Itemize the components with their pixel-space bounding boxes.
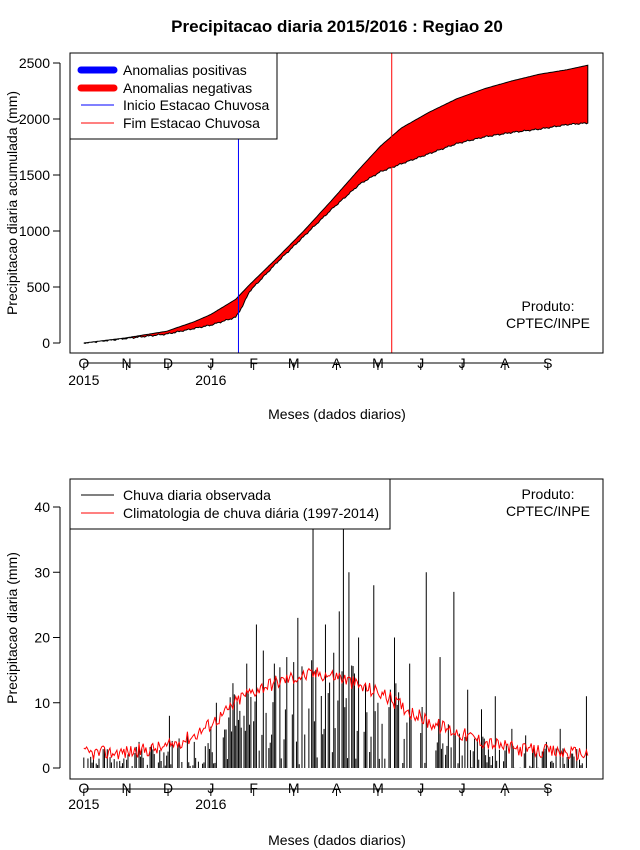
- legend-label-start: Inicio Estacao Chuvosa: [123, 97, 270, 113]
- climatology-line-layer: [83, 667, 589, 762]
- month-tick-label: A: [332, 780, 342, 796]
- y-tick-label: 0: [42, 760, 50, 776]
- y-tick-label: 10: [34, 695, 50, 711]
- legend-label-positive: Anomalias positivas: [123, 62, 247, 78]
- legend-label-end: Fim Estacao Chuvosa: [123, 115, 260, 131]
- y-tick-label: 2500: [19, 55, 50, 71]
- month-tick-label: N: [122, 780, 132, 796]
- x-axis-label: Meses (dados diarios): [268, 832, 406, 848]
- product-label-line1: Produto:: [522, 298, 575, 314]
- month-tick-label: D: [163, 355, 173, 371]
- x-axis-bottom: O N D J F M A M J J A S 2015 2016: [68, 780, 552, 812]
- legend-label-negative: Anomalias negativas: [123, 80, 252, 96]
- month-tick-label: O: [78, 780, 89, 796]
- month-tick-label: A: [332, 355, 342, 371]
- plot-frame-top: [69, 52, 604, 354]
- accumulated-precipitation-chart: Precipitacao diaria 2015/2016 : Regiao 2…: [4, 17, 604, 422]
- month-tick-label: D: [163, 780, 173, 796]
- legend-label-observed: Chuva diaria observada: [123, 487, 271, 503]
- y-tick-label: 40: [34, 499, 50, 515]
- y-axis-top: 0 500 1000 1500 2000 2500: [19, 55, 61, 351]
- legend-label-climatology: Climatologia de chuva diária (1997-2014): [123, 505, 379, 521]
- month-tick-label: M: [372, 355, 384, 371]
- month-tick-label: S: [543, 355, 552, 371]
- year-tick-label: 2015: [68, 372, 99, 388]
- legend-top: Anomalias positivas Anomalias negativas …: [69, 52, 278, 140]
- year-tick-label: 2015: [68, 796, 99, 812]
- month-tick-label: N: [122, 355, 132, 371]
- month-tick-label: O: [78, 355, 89, 371]
- anomaly-area-layer: [83, 64, 589, 345]
- chart-title: Precipitacao diaria 2015/2016 : Regiao 2…: [171, 17, 503, 36]
- year-tick-label: 2016: [195, 796, 226, 812]
- y-tick-label: 1000: [19, 223, 50, 239]
- negative-anomaly-area: [83, 64, 589, 345]
- month-tick-label: J: [459, 355, 466, 371]
- product-label-line2: CPTEC/INPE: [506, 315, 590, 331]
- y-tick-label: 1500: [19, 167, 50, 183]
- legend-box: [69, 478, 391, 530]
- month-tick-label: J: [417, 355, 424, 371]
- daily-precipitation-chart: 0 10 20 30 40 O N D J F M A M J J A S 2015 2016 Meses (da…: [4, 478, 604, 848]
- month-tick-label: F: [249, 355, 258, 371]
- month-tick-label: M: [288, 780, 300, 796]
- month-tick-label: S: [543, 780, 552, 796]
- month-tick-label: J: [459, 780, 466, 796]
- observed-rain-bars: [83, 500, 587, 768]
- y-axis-bottom: 0 10 20 30 40: [34, 499, 61, 776]
- month-tick-label: M: [288, 355, 300, 371]
- legend-bottom: Chuva diaria observada Climatologia de c…: [69, 478, 391, 530]
- y-tick-label: 20: [34, 630, 50, 646]
- month-tick-label: J: [207, 780, 214, 796]
- month-tick-label: M: [372, 780, 384, 796]
- month-tick-label: J: [207, 355, 214, 371]
- month-tick-label: F: [249, 780, 258, 796]
- product-label-line2: CPTEC/INPE: [506, 503, 590, 519]
- month-tick-label: A: [500, 780, 510, 796]
- x-axis-label: Meses (dados diarios): [268, 406, 406, 422]
- month-tick-label: A: [500, 355, 510, 371]
- product-label-line1: Produto:: [522, 486, 575, 502]
- y-axis-label: Precipitacao diaria acumulada (mm): [4, 91, 20, 315]
- climatology-line: [83, 667, 589, 762]
- year-tick-label: 2016: [195, 372, 226, 388]
- y-tick-label: 500: [27, 279, 51, 295]
- x-axis-top: O N D J F M A M J J A S 2015 2016: [68, 355, 552, 388]
- y-tick-label: 0: [42, 335, 50, 351]
- y-tick-label: 2000: [19, 111, 50, 127]
- month-tick-label: J: [417, 780, 424, 796]
- y-axis-label: Precipitacao diaria (mm): [4, 552, 20, 704]
- y-tick-label: 30: [34, 564, 50, 580]
